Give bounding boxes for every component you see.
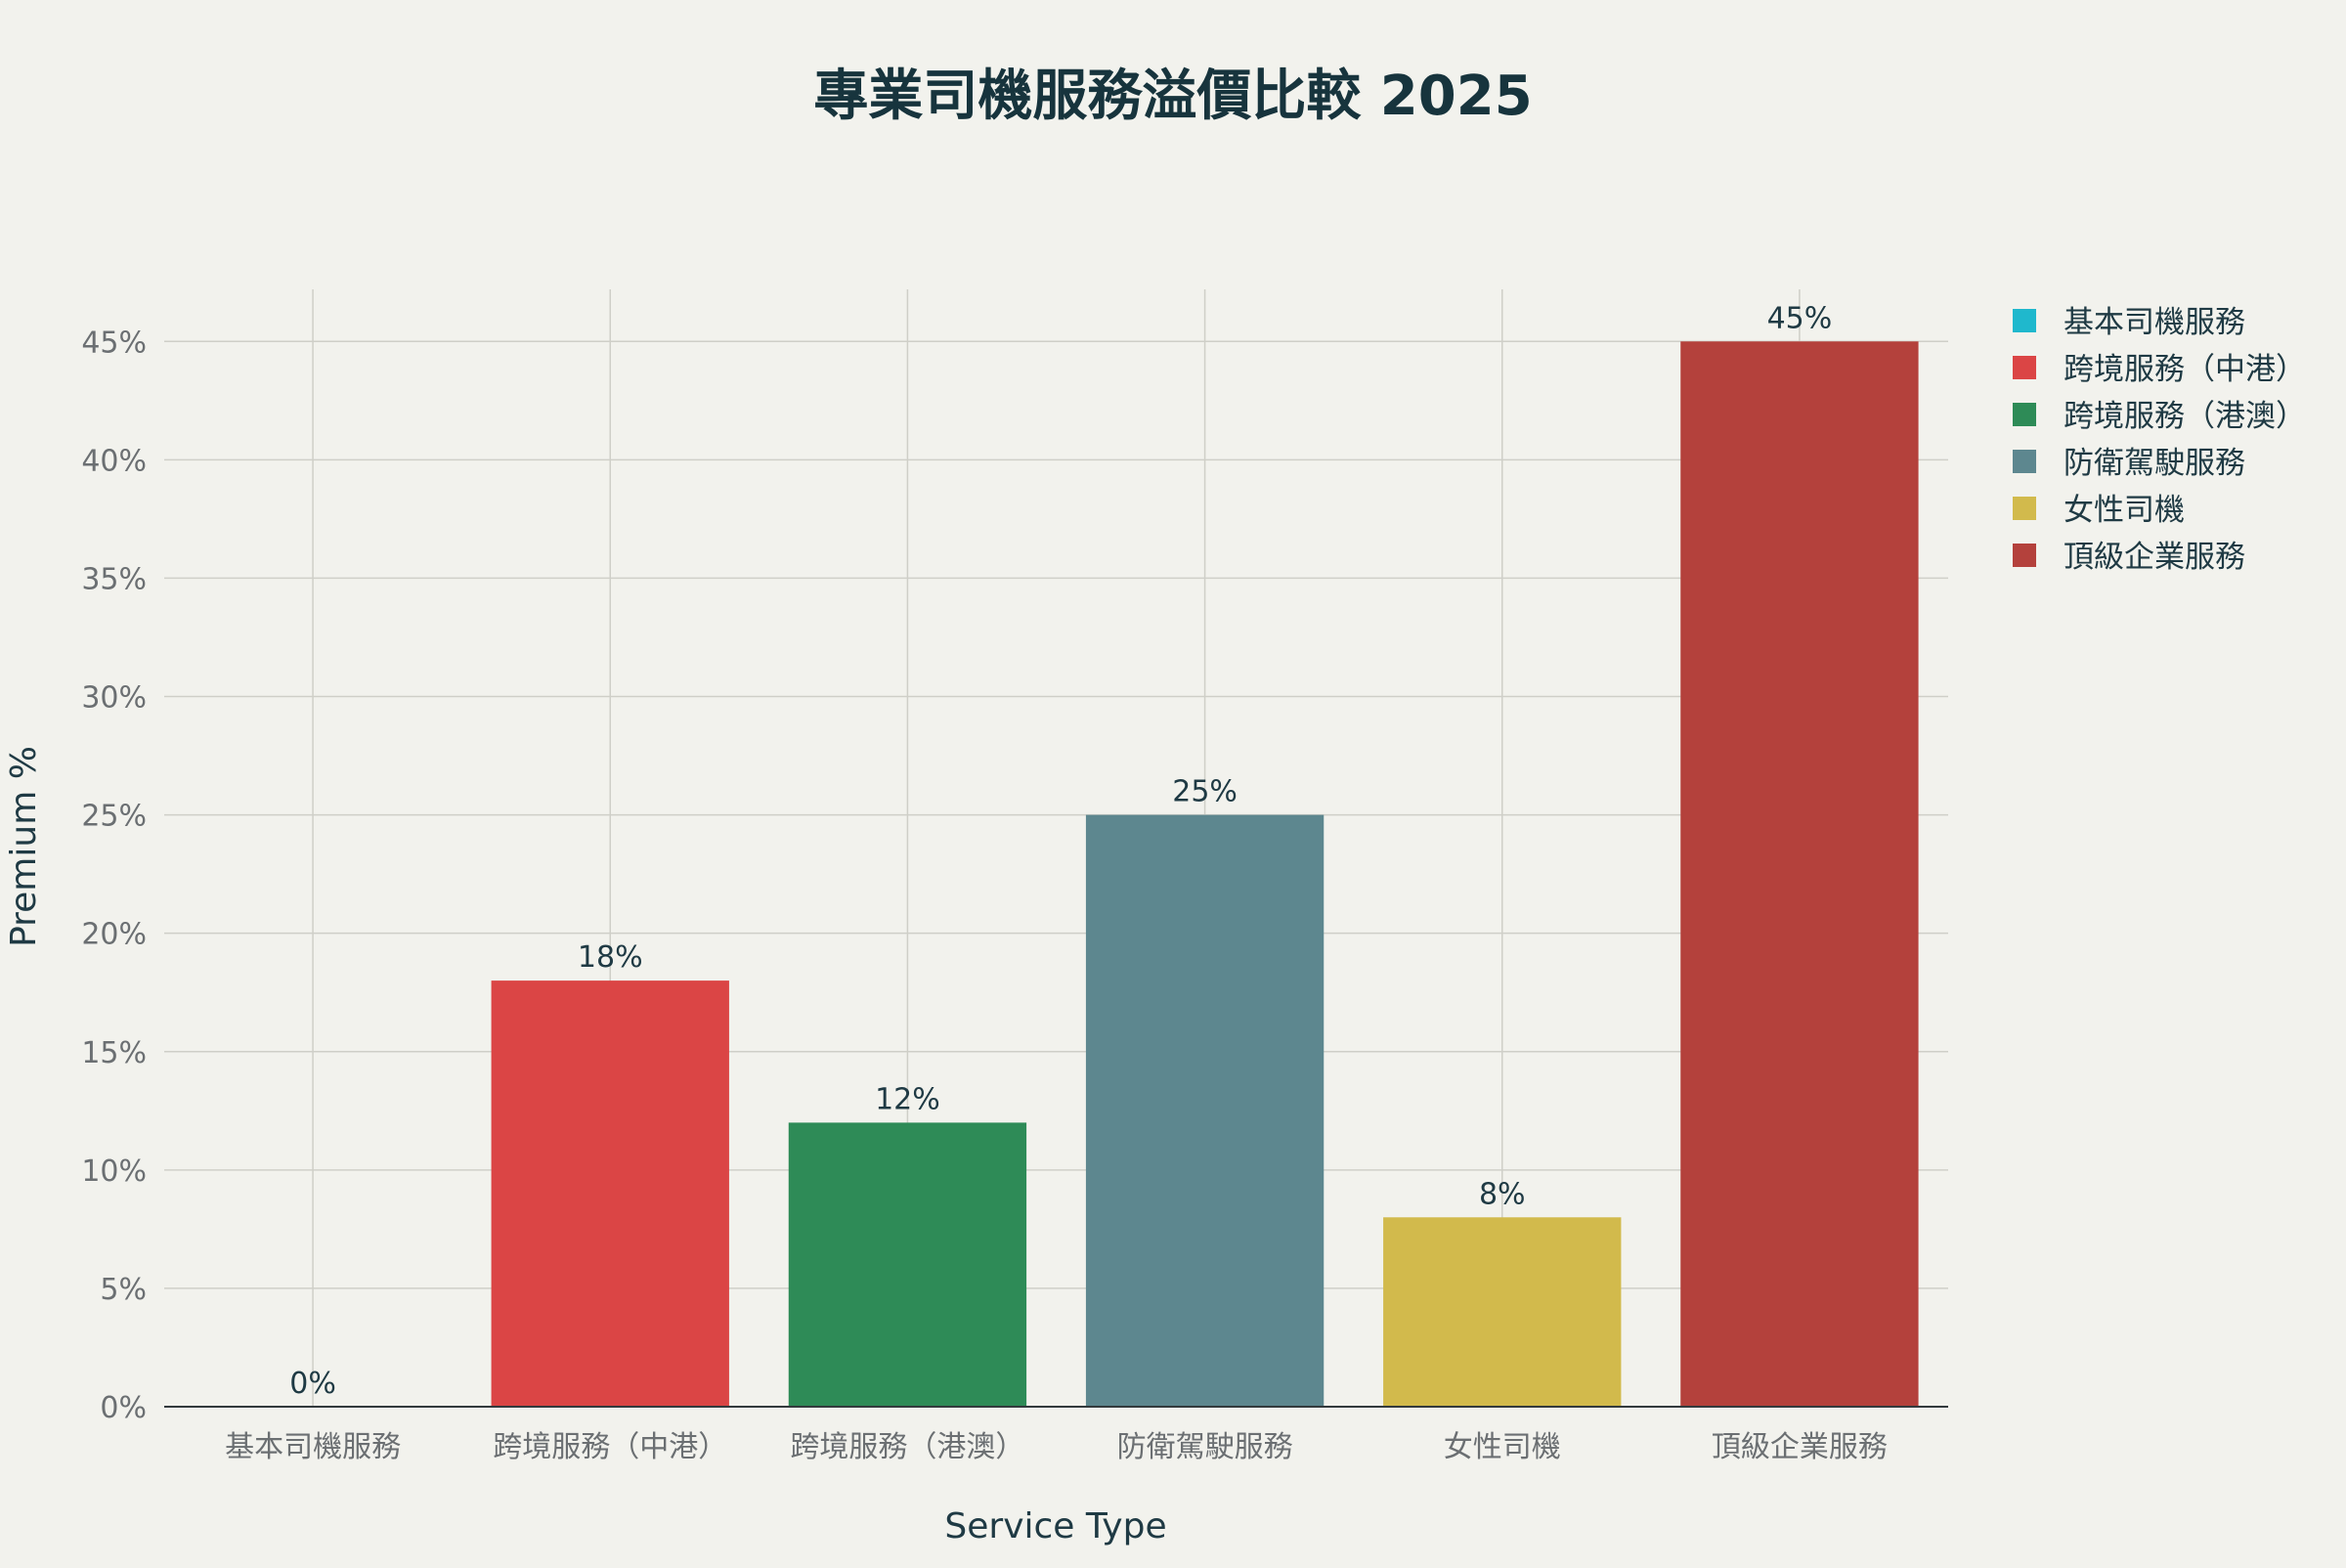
legend-label: 基本司機服務 bbox=[2064, 305, 2245, 340]
bars-layer bbox=[491, 341, 1919, 1408]
legend-swatch bbox=[2013, 309, 2036, 332]
data-label: 8% bbox=[1479, 1177, 1526, 1211]
x-tick-label: 跨境服務（港澳） bbox=[790, 1430, 1024, 1464]
y-axis-title: Premium % bbox=[4, 746, 44, 947]
y-tick-label: 0% bbox=[100, 1391, 147, 1425]
y-tick-label: 45% bbox=[81, 326, 147, 360]
data-label: 18% bbox=[578, 940, 643, 975]
legend-swatch bbox=[2013, 403, 2036, 426]
chart-title: 專業司機服務溢價比較 2025 bbox=[813, 65, 1532, 128]
bar bbox=[1085, 814, 1325, 1407]
y-tick-label: 35% bbox=[81, 562, 147, 596]
legend-swatch bbox=[2013, 450, 2036, 473]
data-labels-layer: 0% 18% 12% 25% 8% 45% bbox=[289, 301, 1832, 1401]
legend-swatch bbox=[2013, 544, 2036, 567]
x-tick-label: 基本司機服務 bbox=[225, 1430, 401, 1464]
y-tick-label: 30% bbox=[81, 681, 147, 716]
data-label: 0% bbox=[289, 1367, 336, 1401]
y-tick-label: 15% bbox=[81, 1036, 147, 1070]
legend-swatch bbox=[2013, 356, 2036, 379]
legend-swatch bbox=[2013, 497, 2036, 520]
legend-label: 跨境服務（港澳） bbox=[2064, 399, 2306, 434]
x-axis-title: Service Type bbox=[944, 1506, 1166, 1546]
bar bbox=[1383, 1217, 1622, 1407]
bar bbox=[788, 1122, 1027, 1407]
legend-label: 防衛駕駛服務 bbox=[2064, 446, 2245, 481]
y-tick-labels: 0% 5% 10% 15% 20% 25% 30% 35% 40% 45% bbox=[81, 326, 147, 1425]
y-tick-label: 25% bbox=[81, 800, 147, 834]
data-label: 25% bbox=[1172, 775, 1238, 809]
legend-label: 女性司機 bbox=[2064, 493, 2185, 528]
x-tick-label: 防衛駕駛服務 bbox=[1117, 1430, 1293, 1464]
x-tick-label: 頂級企業服務 bbox=[1712, 1430, 1888, 1464]
y-tick-label: 20% bbox=[81, 918, 147, 952]
data-label: 45% bbox=[1767, 301, 1833, 335]
data-label: 12% bbox=[875, 1082, 940, 1116]
legend-label: 跨境服務（中港） bbox=[2064, 352, 2306, 387]
bar bbox=[1680, 341, 1919, 1408]
x-tick-label: 跨境服務（中港） bbox=[493, 1430, 727, 1464]
legend-label: 頂級企業服務 bbox=[2064, 540, 2245, 575]
bar bbox=[491, 980, 729, 1407]
y-tick-label: 40% bbox=[81, 444, 147, 478]
y-tick-label: 5% bbox=[100, 1273, 147, 1307]
x-tick-label: 女性司機 bbox=[1444, 1430, 1561, 1464]
y-tick-label: 10% bbox=[81, 1154, 147, 1189]
x-tick-labels: 基本司機服務 跨境服務（中港） 跨境服務（港澳） 防衛駕駛服務 女性司機 頂級企業服務 bbox=[225, 1430, 1888, 1464]
